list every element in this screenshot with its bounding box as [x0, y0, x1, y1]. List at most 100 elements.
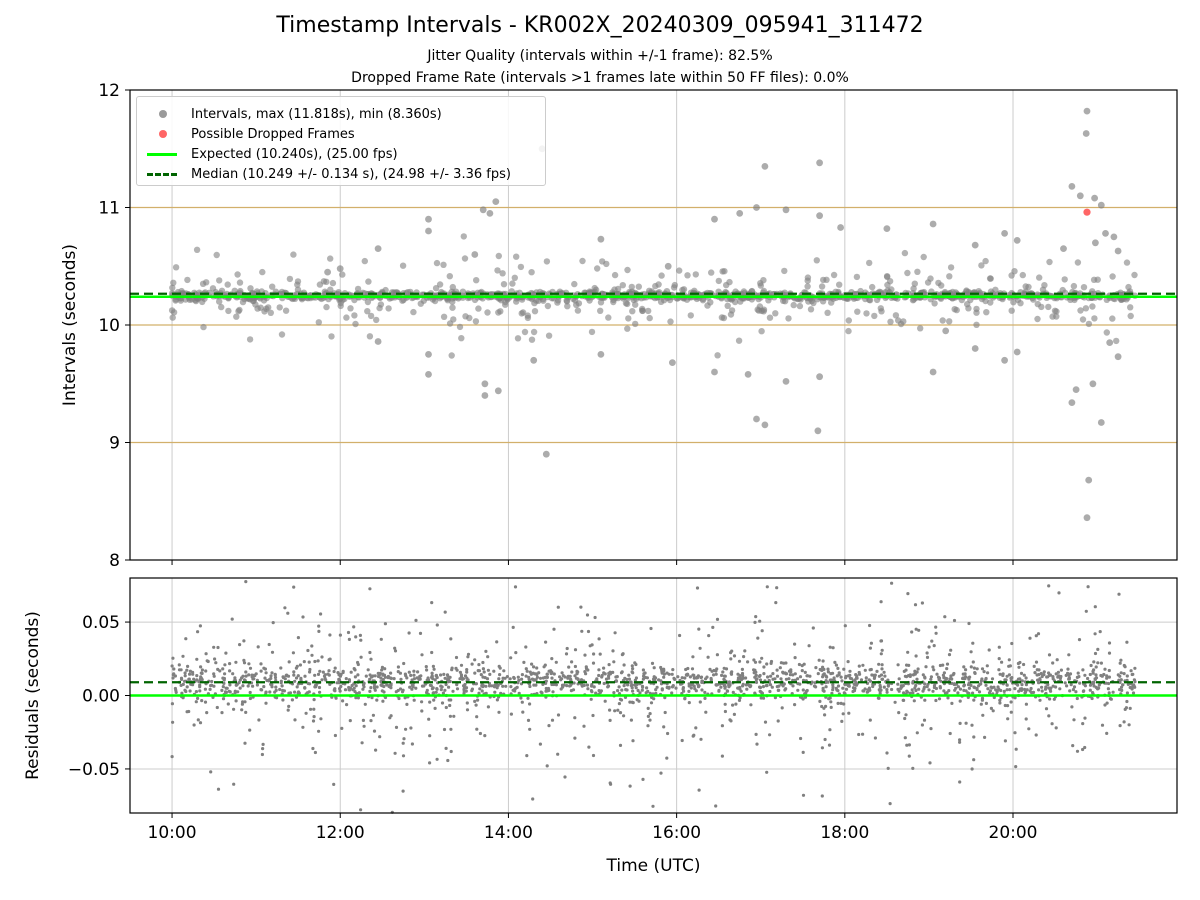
residual-point — [1001, 672, 1005, 676]
residual-point — [698, 646, 702, 650]
residual-point — [773, 677, 777, 681]
residual-point — [791, 684, 795, 688]
residual-point — [920, 723, 925, 727]
interval-point — [351, 296, 358, 304]
residual-point — [1037, 668, 1041, 672]
residual-point — [473, 658, 477, 662]
residual-point — [444, 682, 448, 687]
residual-point — [776, 719, 780, 723]
residual-point — [868, 718, 872, 722]
residual-point — [1105, 674, 1109, 678]
interval-point — [514, 335, 522, 342]
residual-point — [379, 637, 383, 641]
residual-point — [964, 721, 968, 725]
residual-point — [753, 620, 757, 625]
residual-point — [880, 667, 884, 671]
residual-point — [196, 630, 200, 634]
interval-outlier-point — [929, 220, 937, 228]
residual-point — [1094, 665, 1098, 669]
residual-point — [370, 696, 374, 700]
interval-outlier-point — [1089, 380, 1097, 388]
residual-point — [729, 719, 733, 723]
residual-point — [234, 699, 238, 703]
residual-point — [731, 703, 735, 707]
residual-point — [334, 696, 338, 700]
residual-point — [758, 660, 762, 664]
residual-point — [1122, 672, 1126, 676]
residual-point — [765, 770, 769, 774]
residual-point — [1017, 665, 1021, 669]
residual-point — [554, 683, 559, 687]
residual-point — [902, 669, 906, 674]
residual-point — [303, 674, 307, 678]
residual-point — [991, 709, 995, 713]
residual-point — [362, 724, 366, 728]
residual-point — [369, 719, 373, 723]
residual-point — [282, 689, 286, 693]
interval-point — [278, 331, 286, 338]
residual-point — [1103, 703, 1107, 707]
residual-point — [907, 743, 912, 747]
y-tick-label: 12 — [98, 81, 120, 101]
residual-point — [520, 700, 524, 704]
residual-point — [857, 732, 861, 737]
residual-point — [877, 662, 881, 666]
interval-point — [376, 304, 383, 312]
residual-point — [825, 675, 829, 679]
residual-point — [697, 788, 701, 792]
residual-point — [906, 592, 910, 596]
residual-point — [775, 685, 779, 689]
residual-point — [234, 660, 238, 664]
residual-point — [844, 687, 849, 691]
residual-point — [597, 668, 601, 672]
residual-point — [691, 734, 695, 738]
interval-point — [172, 264, 180, 271]
residual-point — [375, 685, 379, 689]
interval-point — [529, 290, 536, 297]
interval-outlier-point — [374, 338, 382, 345]
residual-point — [378, 671, 382, 676]
residual-point — [719, 685, 723, 689]
residual-point — [501, 684, 505, 688]
residual-point — [410, 742, 414, 746]
residual-point — [969, 665, 973, 669]
interval-point — [456, 323, 464, 331]
residual-point — [1046, 683, 1050, 687]
residual-point — [731, 690, 735, 695]
residual-point — [484, 691, 488, 695]
interval-point — [946, 273, 953, 280]
residual-point — [699, 737, 703, 741]
interval-outlier-point — [481, 380, 489, 388]
residual-point — [947, 653, 952, 657]
residual-point — [725, 689, 729, 693]
residual-point — [203, 700, 208, 704]
residual-point — [448, 703, 452, 708]
residual-point — [961, 676, 965, 681]
interval-point — [484, 309, 491, 316]
residual-point — [389, 686, 393, 690]
residual-point — [613, 631, 617, 635]
residual-point — [871, 684, 875, 689]
residual-point — [1086, 585, 1090, 589]
residual-point — [517, 678, 521, 683]
residual-point — [1013, 687, 1017, 691]
interval-point — [224, 281, 231, 288]
residual-point — [608, 672, 613, 676]
residual-point — [486, 655, 490, 659]
interval-point — [1022, 283, 1029, 290]
residual-point — [828, 696, 832, 700]
residual-point — [768, 689, 772, 694]
interval-outlier-point — [816, 159, 823, 167]
residual-point — [526, 696, 530, 700]
residual-point — [286, 611, 290, 615]
residual-point — [929, 677, 933, 681]
residual-point — [267, 679, 271, 683]
residual-point — [443, 688, 447, 692]
residual-point — [476, 698, 480, 702]
residual-point — [982, 670, 986, 674]
residual-point — [720, 673, 724, 678]
residual-point — [691, 655, 695, 659]
interval-outlier-point — [1060, 245, 1067, 253]
residual-point — [866, 689, 870, 694]
residual-point — [302, 660, 306, 664]
